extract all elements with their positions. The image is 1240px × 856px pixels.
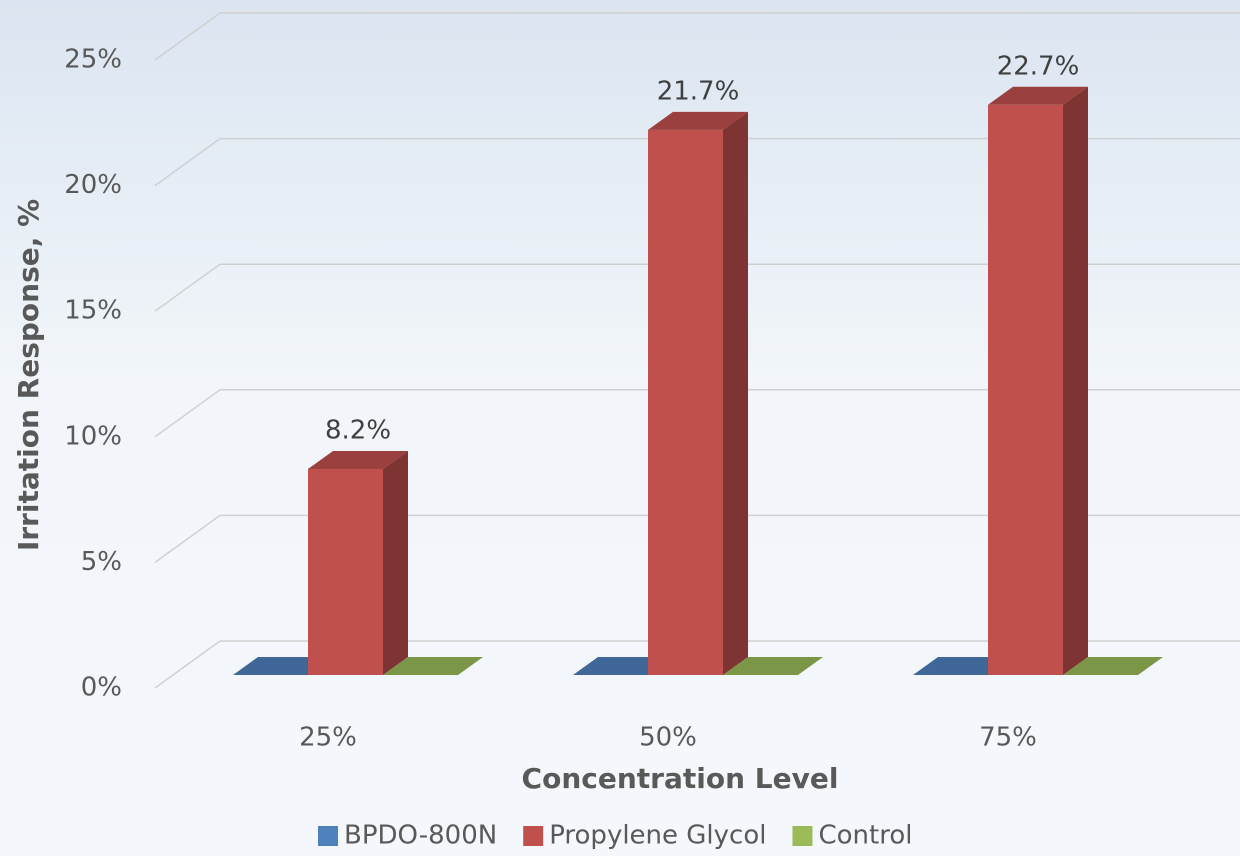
y-tick-label: 0% (81, 673, 122, 703)
bar (1063, 657, 1163, 675)
y-tick-label: 20% (64, 170, 122, 200)
bar (723, 657, 823, 675)
y-tick-label: 25% (64, 45, 122, 75)
bar-side (1063, 86, 1088, 675)
bar-front (648, 129, 723, 675)
bar (988, 86, 1088, 675)
bar-side (723, 111, 748, 676)
y-tick-label: 5% (81, 547, 122, 577)
bar (383, 657, 483, 675)
bar-top (383, 657, 483, 675)
bar-top (988, 86, 1088, 105)
y-axis-title: Irritation Response, % (12, 199, 45, 551)
grid-line (154, 640, 221, 689)
grid-line (154, 514, 221, 564)
bar-side (383, 451, 408, 675)
grid-line (154, 263, 221, 312)
x-axis-title: Concentration Level (522, 762, 839, 795)
x-tick-label: 50% (639, 723, 697, 753)
bar-top (308, 451, 408, 470)
bar (308, 451, 408, 675)
grid-line (154, 389, 221, 438)
data-label: 8.2% (325, 416, 391, 446)
bar-front (988, 104, 1063, 675)
bar-front (308, 469, 383, 675)
data-label: 21.7% (657, 76, 740, 106)
bar (648, 111, 748, 676)
y-tick-label: 10% (64, 421, 122, 451)
legend-swatch (792, 826, 813, 846)
x-tick-label: 25% (299, 723, 357, 753)
data-label: 22.7% (997, 51, 1080, 81)
bar-top (723, 657, 823, 675)
x-tick-label: 75% (979, 723, 1037, 753)
legend-label: Propylene Glycol (549, 821, 766, 851)
legend-label: BPDO-800N (344, 821, 497, 851)
legend-swatch (523, 826, 544, 846)
grid-line (154, 12, 221, 61)
bar-top (648, 111, 748, 130)
legend-label: Control (818, 821, 912, 851)
y-tick-label: 15% (64, 296, 122, 326)
legend-swatch (318, 826, 338, 846)
grid-line (154, 137, 221, 187)
bar-top (1063, 657, 1163, 675)
